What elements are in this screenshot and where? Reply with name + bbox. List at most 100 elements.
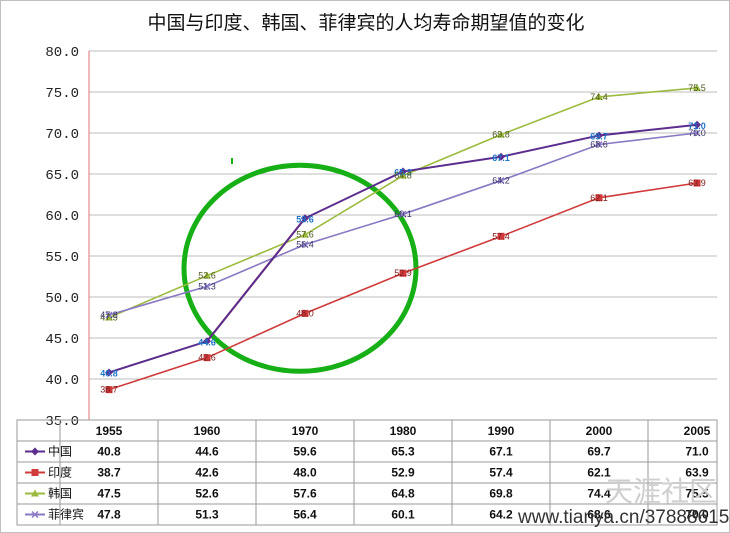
point-marker (497, 152, 505, 161)
legend-swatch-marker (31, 489, 39, 497)
point-marker (595, 140, 603, 149)
point-marker (105, 313, 113, 321)
data-label: 44.6 (198, 337, 216, 347)
stray-mark (231, 158, 233, 164)
data-table: 1955 1960 1970 1980 1990 2000 2005 中国 40.8 44.6 59… (16, 419, 718, 526)
data-label: 70.0 (688, 128, 706, 138)
point-marker (203, 282, 211, 290)
y-tick-label: 45.0 (45, 332, 79, 348)
point-marker (693, 179, 701, 187)
y-tick-label: 60.0 (45, 209, 79, 225)
table-cell: 63.9 (685, 466, 709, 480)
table-cell: 48.0 (293, 466, 317, 480)
highlight-circle (181, 162, 419, 374)
table-cell: 60.1 (391, 508, 415, 522)
table-cell: 71.0 (685, 445, 709, 459)
table-cell: 51.3 (195, 508, 219, 522)
data-label: 48.0 (296, 308, 314, 318)
table-cell: 64.8 (391, 487, 415, 501)
data-label: 47.8 (100, 310, 118, 320)
table-cell: 62.1 (587, 466, 611, 480)
point-marker (203, 271, 211, 279)
data-label: 69.8 (492, 130, 510, 140)
y-axis: 35.0 40.0 45.0 50.0 55.0 60.0 65.0 70.0 75.0 80.0 (45, 45, 90, 430)
watermark-url: www.tianya.cn/37888615 (517, 507, 729, 528)
point-marker (105, 311, 113, 319)
point-marker (105, 368, 113, 377)
point-marker (301, 230, 309, 238)
table-cell: 52.9 (391, 466, 415, 480)
y-tick-label: 80.0 (45, 45, 79, 61)
table-cell: 65.3 (391, 445, 415, 459)
data-label: 64.8 (394, 171, 412, 181)
data-label: 60.1 (394, 209, 412, 219)
x-tick-label: 1970 (292, 424, 319, 438)
point-marker (693, 83, 701, 91)
point-marker (203, 354, 211, 362)
series-markers (105, 83, 701, 394)
data-label: 64.2 (492, 176, 510, 186)
legend-series-name: 印度 (48, 465, 72, 480)
x-tick-label: 1960 (194, 424, 221, 438)
y-tick-label: 35.0 (45, 414, 79, 430)
data-label: 74.4 (590, 92, 608, 102)
point-marker (595, 131, 603, 140)
legend-series-name: 韩国 (48, 486, 72, 501)
legend-swatch-marker (31, 510, 39, 519)
table-cell: 68.6 (587, 508, 611, 522)
chart-title: 中国与印度、韩国、菲律宾的人均寿命期望值的变化 (147, 12, 584, 34)
point-marker (301, 309, 309, 317)
data-label: 63.9 (688, 178, 706, 188)
data-label: 38.7 (100, 385, 118, 395)
data-label: 75.5 (688, 83, 706, 93)
table-cell: 52.6 (195, 487, 219, 501)
table-cell: 59.6 (293, 445, 317, 459)
data-label: 42.6 (198, 353, 216, 363)
y-tick-label: 70.0 (45, 127, 79, 143)
point-marker (301, 240, 309, 249)
table-cell: 44.6 (195, 445, 219, 459)
point-marker (203, 337, 211, 346)
data-label: 59.6 (296, 214, 314, 224)
x-tick-label: 1990 (488, 424, 515, 438)
table-cell: 38.7 (97, 466, 121, 480)
table-cell: 64.2 (489, 508, 513, 522)
annotations (181, 158, 419, 374)
watermark-site: 天涯社区 (605, 475, 717, 508)
legend-series-name: 菲律宾 (48, 507, 84, 522)
table-border (16, 419, 718, 526)
x-tick-label: 2000 (586, 424, 613, 438)
data-label: 68.6 (590, 139, 608, 149)
data-label: 51.3 (198, 281, 216, 291)
legend-swatch-marker (31, 447, 39, 456)
point-marker (595, 92, 603, 100)
watermark: 天涯社区 www.tianya.cn/37888615 (517, 475, 729, 528)
point-marker (301, 214, 309, 223)
series-line-2 (108, 87, 698, 319)
y-tick-label: 40.0 (45, 373, 79, 389)
data-label: 71.0 (688, 121, 706, 131)
data-label: 52.6 (198, 271, 216, 281)
table-cell: 47.5 (97, 487, 121, 501)
data-labels: 40.8 44.6 59.6 65.3 67.1 69.7 71.0 38.7 42.6 48.0… (100, 83, 706, 395)
data-label: 56.4 (296, 240, 314, 250)
table-cell: 74.4 (587, 487, 611, 501)
table-cell: 57.6 (293, 487, 317, 501)
y-tick-label: 75.0 (45, 86, 79, 102)
data-label: 65.3 (394, 168, 412, 178)
legend-swatch-marker (31, 469, 39, 476)
table-cell: 75.5 (685, 487, 709, 501)
data-label: 47.5 (100, 313, 118, 323)
table-cell: 56.4 (293, 508, 317, 522)
x-tick-label: 1980 (390, 424, 417, 438)
data-label: 52.9 (394, 268, 412, 278)
point-marker (399, 210, 407, 218)
data-label: 62.1 (590, 193, 608, 203)
point-marker (693, 120, 701, 129)
y-tick-label: 65.0 (45, 168, 79, 184)
data-label: 67.1 (492, 153, 510, 163)
table-cell: 69.8 (489, 487, 513, 501)
point-marker (105, 386, 113, 394)
